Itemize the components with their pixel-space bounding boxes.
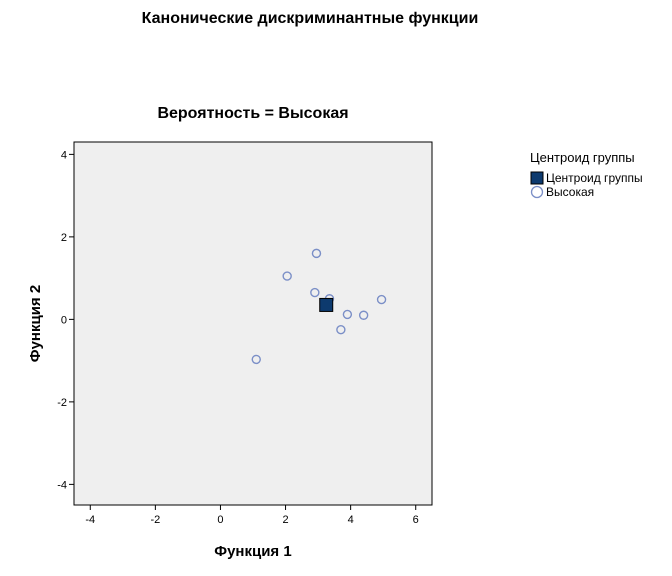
- legend: Центроид группы Центроид группы Высокая: [530, 150, 643, 199]
- y-tick-label: 4: [61, 149, 67, 161]
- y-tick-label: 0: [61, 314, 67, 326]
- x-tick-label: 2: [282, 514, 288, 526]
- x-tick-label: 4: [348, 514, 354, 526]
- x-tick-label: -2: [150, 514, 160, 526]
- data-point: [311, 248, 322, 259]
- x-axis-label: Функция 1: [214, 543, 291, 560]
- x-tick-label: 0: [217, 514, 223, 526]
- data-point: [251, 354, 261, 365]
- x-axis: -4 -2 0 2 4 6: [85, 505, 419, 526]
- y-axis: -4 -2 0 2 4: [57, 149, 74, 491]
- centroid-marker: [319, 297, 334, 312]
- y-axis-label: Функция 2: [27, 285, 44, 362]
- legend-item-centroid: Центроид группы: [530, 171, 643, 185]
- chart-title: Канонические дискриминантные функции: [141, 10, 479, 27]
- y-tick-label: 2: [61, 232, 67, 244]
- data-point: [282, 271, 292, 281]
- data-points: [251, 248, 387, 365]
- legend-label: Центроид группы: [546, 171, 643, 185]
- circle-marker-icon: [530, 185, 544, 199]
- square-marker-icon: [530, 171, 544, 185]
- data-point: [342, 309, 353, 320]
- legend-title: Центроид группы: [530, 150, 635, 165]
- chart-subtitle: Вероятность = Высокая: [157, 105, 348, 122]
- x-tick-label: -4: [85, 514, 95, 526]
- data-point: [376, 294, 387, 305]
- y-tick-label: -2: [57, 397, 67, 409]
- data-point: [336, 324, 346, 335]
- data-point: [358, 310, 369, 320]
- legend-item-high: Высокая: [530, 185, 643, 199]
- legend-label: Высокая: [546, 185, 595, 199]
- y-tick-label: -4: [57, 479, 67, 491]
- plot-area: [73, 141, 433, 506]
- data-point: [310, 287, 320, 298]
- x-tick-label: 6: [413, 514, 419, 526]
